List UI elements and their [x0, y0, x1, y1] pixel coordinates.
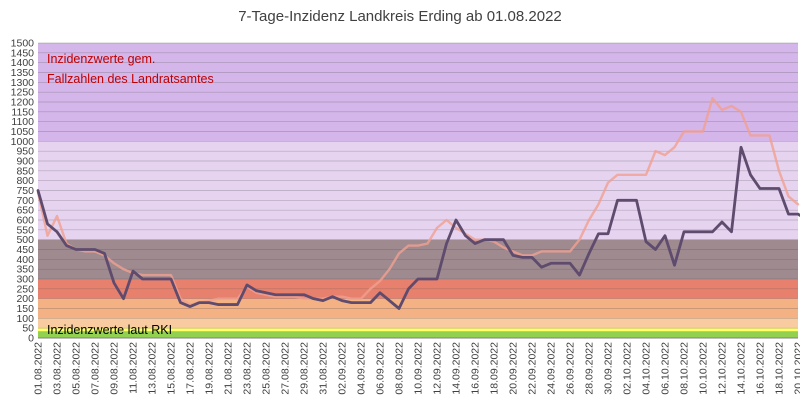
y-tick-label-24: 1200	[11, 97, 35, 109]
x-tick-label-14: 29.08.2022	[299, 342, 311, 395]
x-tick-label-20: 10.09.2022	[413, 342, 425, 395]
x-tick-label-28: 26.09.2022	[565, 342, 577, 395]
background-bands	[38, 43, 798, 338]
y-tick-label-11: 550	[16, 224, 34, 236]
chart-title: 7-Tage-Inzidenz Landkreis Erding ab 01.0…	[238, 8, 562, 25]
x-tick-label-34: 08.10.2022	[679, 342, 691, 395]
x-tick-label-3: 07.08.2022	[90, 342, 102, 395]
y-tick-label-30: 1500	[11, 38, 35, 50]
x-tick-label-24: 18.09.2022	[489, 342, 501, 395]
y-tick-label-27: 1350	[11, 67, 35, 79]
y-tick-label-12: 600	[16, 215, 34, 227]
x-tick-label-22: 14.09.2022	[451, 342, 463, 395]
y-tick-label-13: 650	[16, 205, 34, 217]
series-layer	[36, 96, 800, 310]
x-tick-label-6: 13.08.2022	[147, 342, 159, 395]
x-tick-label-21: 12.09.2022	[432, 342, 444, 395]
annotation-0: Inzidenzwerte gem.	[47, 52, 155, 66]
x-tick-label-19: 08.09.2022	[394, 342, 406, 395]
y-tick-label-8: 400	[16, 254, 34, 266]
y-tick-label-29: 1450	[11, 47, 35, 59]
annotation-2: Inzidenzwerte laut RKI	[47, 323, 172, 337]
x-tick-label-30: 30.09.2022	[603, 342, 615, 395]
y-tick-label-9: 450	[16, 244, 34, 256]
x-axis: 01.08.2022 03.08.2022 05.08.2022 07.08.2022…	[33, 342, 800, 395]
x-tick-label-1: 03.08.2022	[52, 342, 64, 395]
x-tick-label-8: 17.08.2022	[185, 342, 197, 395]
x-tick-label-23: 16.09.2022	[470, 342, 482, 395]
y-tick-label-22: 1100	[11, 116, 34, 128]
y-tick-label-10: 500	[16, 234, 34, 246]
y-tick-label-17: 850	[16, 165, 34, 177]
x-tick-label-11: 23.08.2022	[242, 342, 254, 395]
y-tick-label-14: 700	[16, 195, 34, 207]
y-tick-label-3: 150	[16, 303, 34, 315]
x-tick-label-12: 25.08.2022	[261, 342, 273, 395]
x-tick-label-25: 20.09.2022	[508, 342, 520, 395]
y-tick-label-19: 950	[16, 146, 34, 158]
x-tick-label-31: 02.10.2022	[622, 342, 634, 395]
background-band-0	[38, 331, 798, 338]
y-tick-label-7: 350	[16, 264, 34, 276]
y-tick-label-4: 200	[16, 293, 34, 305]
annotation-1: Fallzahlen des Landratsamtes	[47, 72, 214, 86]
y-tick-label-16: 800	[16, 175, 34, 187]
x-tick-label-17: 04.09.2022	[356, 342, 368, 395]
y-tick-label-0: 0	[28, 333, 34, 345]
annotations: Inzidenzwerte gem. Fallzahlen des Landrat…	[47, 52, 214, 337]
x-tick-label-36: 12.10.2022	[717, 342, 729, 395]
y-tick-label-15: 750	[16, 185, 34, 197]
x-tick-label-33: 06.10.2022	[660, 342, 672, 395]
x-tick-label-38: 16.10.2022	[755, 342, 767, 395]
x-tick-label-13: 27.08.2022	[280, 342, 292, 395]
x-tick-label-37: 14.10.2022	[736, 342, 748, 395]
x-tick-label-0: 01.08.2022	[33, 342, 45, 395]
x-tick-label-15: 31.08.2022	[318, 342, 330, 395]
x-tick-label-26: 22.09.2022	[527, 342, 539, 395]
gridlines	[38, 42, 798, 339]
x-tick-label-10: 21.08.2022	[223, 342, 235, 395]
background-band-6	[38, 141, 798, 240]
y-tick-label-21: 1050	[11, 126, 35, 138]
y-tick-label-2: 100	[16, 313, 34, 325]
y-tick-label-20: 1000	[11, 136, 35, 148]
x-tick-label-4: 09.08.2022	[109, 342, 121, 395]
background-band-7	[38, 43, 798, 142]
x-tick-label-5: 11.08.2022	[128, 342, 140, 394]
x-tick-label-16: 02.09.2022	[337, 342, 349, 395]
y-tick-label-28: 1400	[11, 57, 35, 69]
series-line-0	[36, 96, 800, 306]
x-tick-label-9: 19.08.2022	[204, 342, 216, 395]
background-band-1	[38, 328, 798, 332]
x-tick-label-7: 15.08.2022	[166, 342, 178, 395]
y-tick-label-6: 300	[16, 274, 34, 286]
background-band-2	[38, 318, 798, 329]
y-axis: 0501001502002503003504004505005506006507…	[11, 38, 798, 345]
y-tick-label-23: 1150	[11, 106, 34, 118]
y-tick-label-1: 50	[22, 323, 34, 335]
series-line-1	[36, 145, 800, 310]
y-tick-label-18: 900	[16, 156, 34, 168]
x-tick-label-40: 20.10.2022	[793, 342, 800, 395]
x-tick-label-27: 24.09.2022	[546, 342, 558, 395]
x-tick-label-2: 05.08.2022	[71, 342, 83, 395]
x-tick-label-29: 28.09.2022	[584, 342, 596, 395]
x-tick-label-32: 04.10.2022	[641, 342, 653, 395]
y-tick-label-26: 1300	[11, 77, 35, 89]
background-band-4	[38, 279, 798, 299]
y-tick-label-25: 1250	[11, 87, 35, 99]
y-tick-label-5: 250	[16, 283, 34, 295]
x-tick-label-18: 06.09.2022	[375, 342, 387, 395]
x-tick-label-39: 18.10.2022	[774, 342, 786, 395]
x-tick-label-35: 10.10.2022	[698, 342, 710, 395]
